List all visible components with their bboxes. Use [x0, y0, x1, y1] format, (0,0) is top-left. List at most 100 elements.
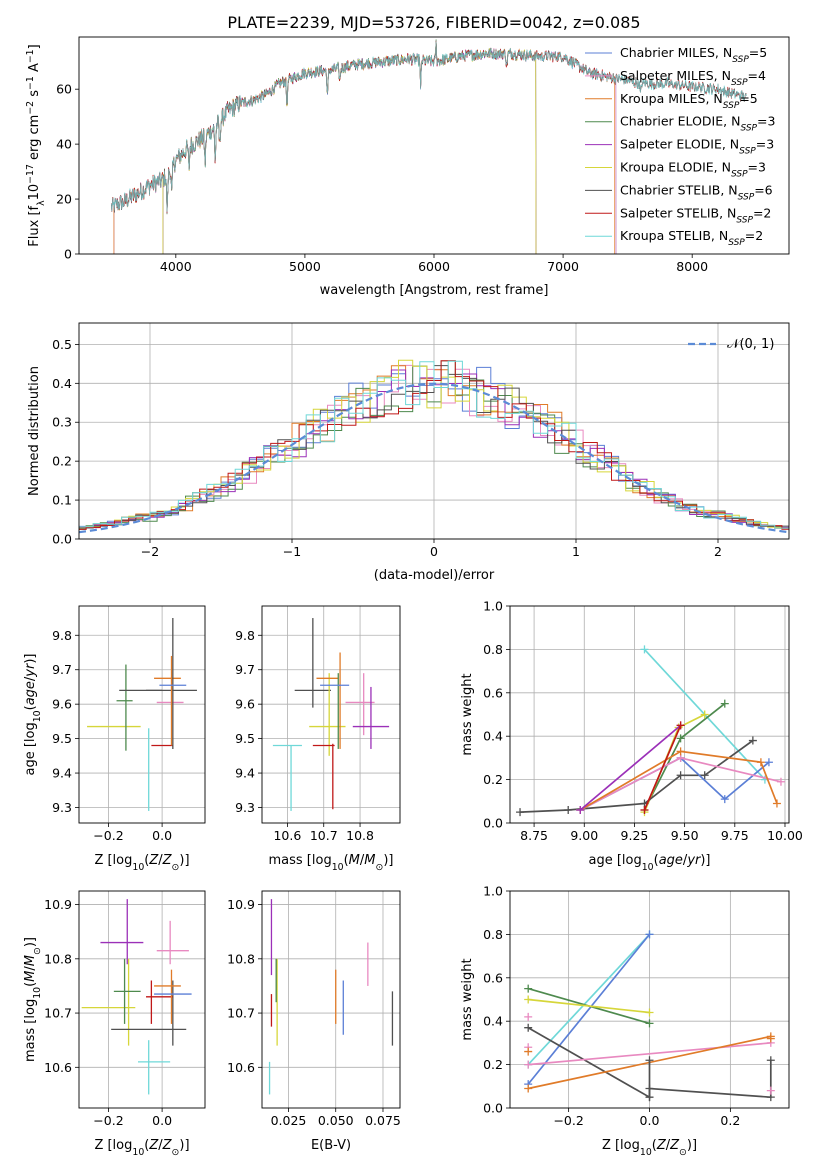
x-tick-label: 0	[430, 544, 438, 559]
weight-series-salpeter_elodie	[579, 724, 682, 811]
figure-title: PLATE=2239, MJD=53726, FIBERID=0042, z=0…	[227, 13, 640, 32]
x-tick-label: 0.0	[152, 1113, 172, 1128]
plot-area	[524, 930, 775, 1102]
y-tick-label: 9.3	[235, 800, 255, 815]
y-tick-label: 0.2	[483, 772, 503, 787]
weight-series-kroupa_stelib	[527, 933, 651, 1066]
weight-marker	[766, 1086, 775, 1095]
weight-marker	[645, 1019, 654, 1028]
x-axis-label: E(B-V)	[311, 1138, 351, 1153]
normal-reference-curve	[79, 382, 789, 534]
weight-series-chabrier_miles	[527, 933, 651, 1085]
legend-entry: Chabrier STELIB, NSSP=6	[620, 182, 773, 202]
weight-marker	[645, 930, 654, 939]
y-tick-label: 0.8	[483, 642, 503, 657]
y-tick-label: 0.1	[52, 493, 72, 508]
weight-marker	[676, 747, 685, 756]
y-tick-label: 0.0	[52, 532, 72, 547]
y-tick-label: 9.6	[235, 697, 255, 712]
legend-entry: Chabrier ELODIE, NSSP=3	[620, 114, 775, 134]
x-tick-label: 10.00	[767, 828, 803, 843]
legend-entry: Kroupa STELIB, NSSP=2	[620, 228, 763, 248]
residual-histogram-kroupa_elodie	[79, 359, 789, 529]
axes-frame	[509, 605, 790, 824]
gridlines	[262, 606, 400, 823]
y-tick-label: 60	[56, 82, 72, 97]
weight-marker	[576, 805, 585, 814]
legend-entry: Kroupa MILES, NSSP=5	[620, 91, 758, 111]
weight-marker	[700, 771, 709, 780]
y-tick-label: 40	[56, 137, 72, 152]
x-tick-label: 10.7	[310, 828, 338, 843]
axes-frame	[261, 890, 401, 1109]
x-axis-label: Z [log10(Z/Z⊙)]	[94, 1138, 189, 1158]
weight-marker	[772, 799, 781, 808]
y-axis-label: mass [log10(M/M⊙)]	[23, 937, 43, 1062]
weight-marker	[764, 758, 773, 767]
y-tick-label: 9.6	[52, 697, 72, 712]
panel-residuals: −2 −1 0 1 2 0.0 0.1 0.2 0.3 0.4 0.5 𝒩(0, 1) (data-mo…	[27, 322, 790, 583]
weight-marker	[720, 699, 729, 708]
x-tick-label: −0.2	[553, 1113, 583, 1128]
x-tick-label: 0.025	[271, 1113, 307, 1128]
weight-marker	[700, 710, 709, 719]
weight-marker	[766, 1034, 775, 1043]
weight-series-chabrier_miles	[579, 756, 770, 811]
x-tick-label: 0.050	[318, 1113, 354, 1128]
x-axis-label: Z [log10(Z/Z⊙)]	[94, 853, 189, 873]
x-tick-label: 0.0	[152, 828, 172, 843]
panel-spectrum: 4000 5000 6000 7000 8000 0 20 40 60 Chabrier MILE…	[25, 36, 790, 298]
plot-area	[268, 899, 394, 1095]
plot-area	[79, 359, 789, 534]
model-spectrum-salpeter_elodie	[162, 41, 537, 254]
y-tick-label: 9.4	[52, 766, 72, 781]
y-tick-label: 10.6	[44, 1060, 72, 1075]
y-tick-label: 0.2	[52, 454, 72, 469]
gridlines	[79, 606, 205, 823]
weight-marker	[524, 1084, 533, 1093]
y-tick-label: 0.0	[483, 1101, 503, 1116]
y-tick-label: 9.8	[235, 628, 255, 643]
x-tick-label: 9.00	[570, 828, 598, 843]
y-axis-label: mass weight	[460, 958, 475, 1040]
x-tick-label: 4000	[160, 259, 192, 274]
x-tick-label: 9.50	[671, 828, 699, 843]
x-tick-label: 6000	[418, 259, 450, 274]
x-axis-label: age [log10(age/yr)]	[588, 853, 710, 873]
x-tick-label: 0.0	[640, 1113, 660, 1128]
y-tick-label: 10.7	[44, 1006, 72, 1021]
axes-frame	[509, 890, 790, 1109]
plot-area	[516, 645, 785, 817]
weight-series-salpeter_miles	[528, 1042, 771, 1066]
y-tick-label: 1.0	[483, 884, 503, 899]
y-tick-label: 9.5	[52, 731, 72, 746]
y-tick-label: 0.4	[483, 729, 503, 744]
weight-marker	[645, 1008, 654, 1017]
weight-series-kroupa_miles	[579, 750, 778, 811]
x-tick-label: 7000	[547, 259, 579, 274]
x-tick-label: −2	[141, 544, 159, 559]
x-tick-label: −0.2	[93, 828, 123, 843]
x-tick-label: 8000	[676, 259, 708, 274]
x-axis-label: wavelength [Angstrom, rest frame]	[320, 283, 549, 298]
plot-area	[272, 618, 390, 811]
x-tick-label: 0.075	[365, 1113, 401, 1128]
y-tick-label: 0.6	[483, 685, 503, 700]
panel-mass_vs_ebv: 0.025 0.050 0.075 10.6 10.7 10.8 10.9 E(B-V)	[227, 890, 401, 1153]
y-tick-label: 0.4	[483, 1014, 503, 1029]
legend-entry: Salpeter ELODIE, NSSP=3	[620, 137, 774, 157]
y-tick-label: 10.8	[227, 951, 255, 966]
x-tick-label: −0.2	[93, 1113, 123, 1128]
weight-marker	[640, 805, 649, 814]
x-axis-label: Z [log10(Z/Z⊙)]	[602, 1138, 697, 1158]
gridlines	[510, 605, 789, 824]
x-tick-label: 8.75	[520, 828, 548, 843]
weight-marker	[766, 1056, 775, 1065]
y-tick-label: 9.8	[52, 628, 72, 643]
weight-marker	[645, 1056, 654, 1065]
weight-marker	[524, 984, 533, 993]
y-tick-label: 9.7	[52, 662, 72, 677]
axes-frame	[78, 605, 206, 824]
